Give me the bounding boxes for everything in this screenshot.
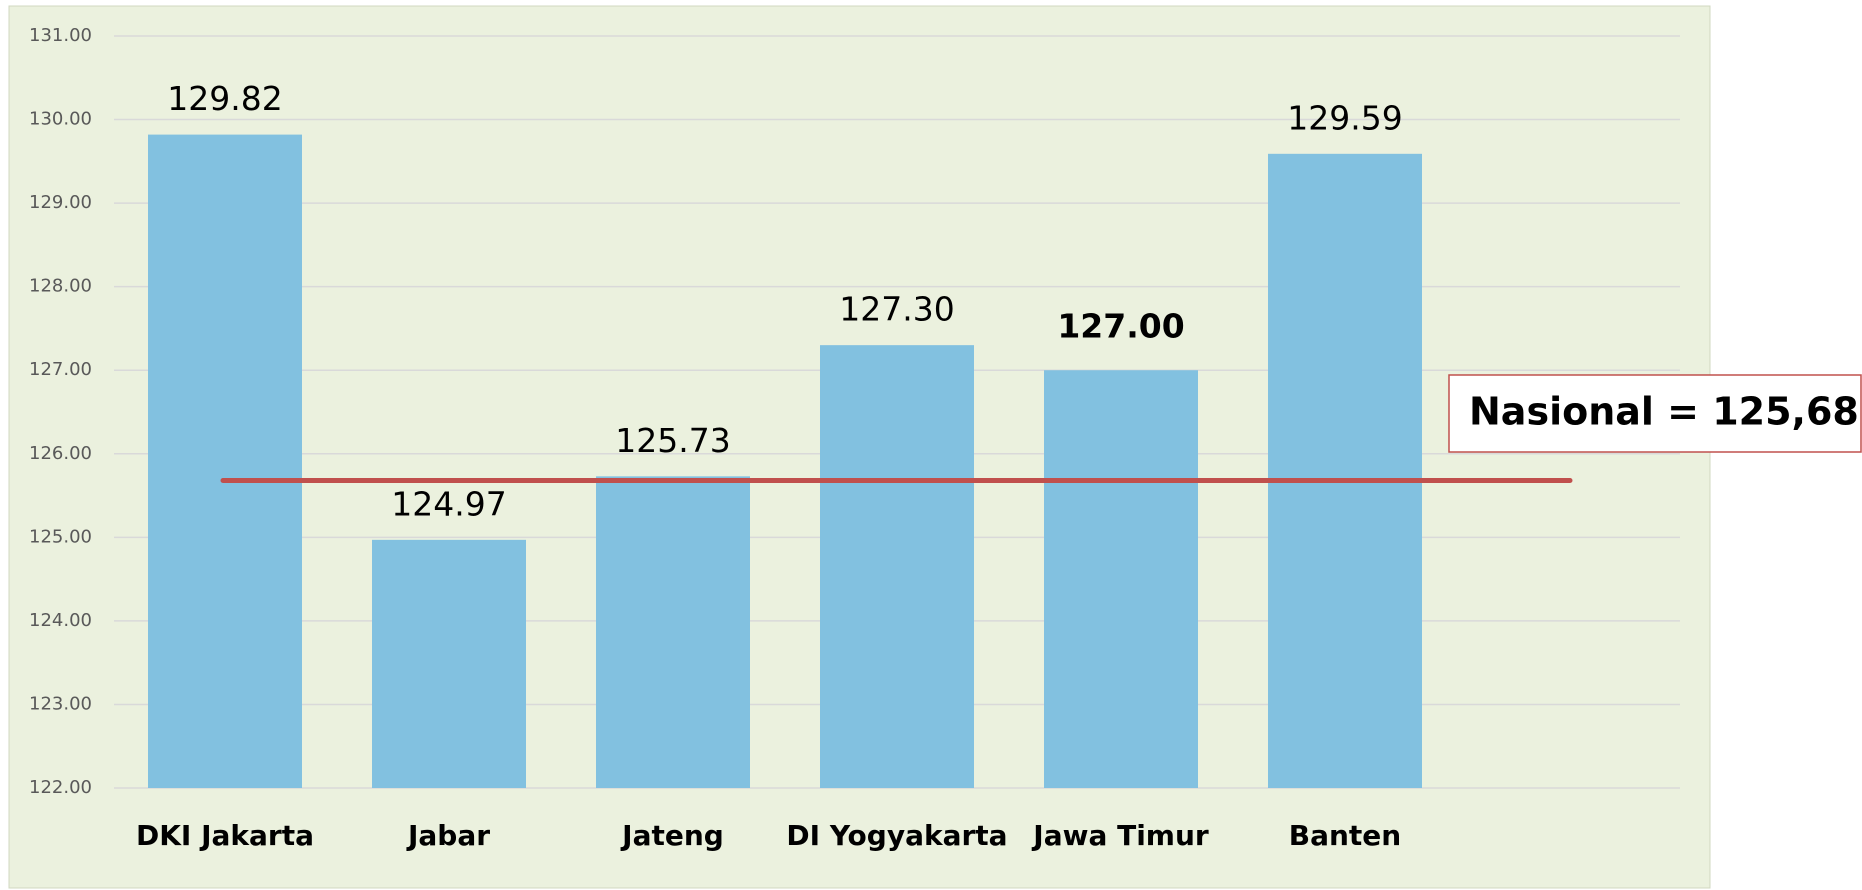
x-tick-label: Jabar	[406, 819, 490, 852]
bar	[1268, 153, 1422, 788]
value-label: 129.59	[1287, 98, 1402, 137]
x-tick-label: DI Yogyakarta	[786, 819, 1007, 852]
y-tick-label: 123.00	[29, 693, 92, 714]
bar	[820, 345, 974, 788]
x-tick-label: Jateng	[620, 819, 724, 852]
bar	[372, 539, 526, 788]
y-tick-label: 122.00	[29, 777, 92, 798]
bar	[1044, 370, 1198, 788]
value-label: 127.00	[1057, 307, 1184, 346]
y-tick-label: 128.00	[29, 276, 92, 297]
y-tick-label: 125.00	[29, 526, 92, 547]
y-tick-label: 131.00	[29, 25, 92, 46]
value-label: 124.97	[391, 484, 506, 523]
y-tick-label: 129.00	[29, 192, 92, 213]
y-tick-label: 126.00	[29, 443, 92, 464]
annotation: Nasional = 125,68	[1469, 390, 1859, 434]
bar	[596, 476, 750, 788]
y-tick-label: 124.00	[29, 610, 92, 631]
annotation-box	[1448, 374, 1862, 453]
value-label: 127.30	[839, 290, 954, 329]
x-tick-label: DKI Jakarta	[136, 819, 314, 852]
value-label: 129.82	[167, 79, 282, 118]
bar	[148, 134, 302, 788]
y-tick-label: 127.00	[29, 359, 92, 380]
x-tick-label: Banten	[1289, 819, 1401, 852]
y-tick-label: 130.00	[29, 109, 92, 130]
value-label: 125.73	[615, 421, 730, 460]
x-tick-label: Jawa Timur	[1031, 819, 1209, 852]
